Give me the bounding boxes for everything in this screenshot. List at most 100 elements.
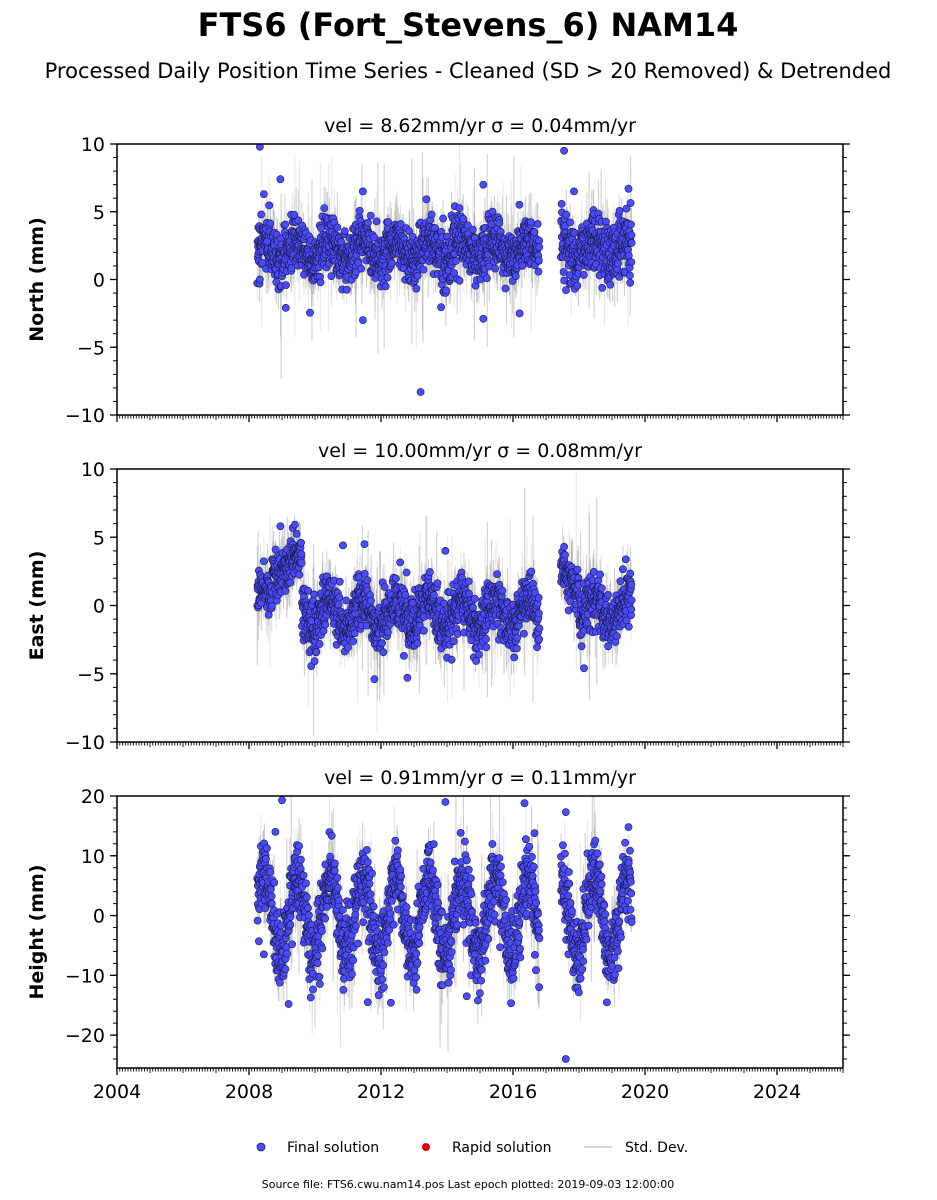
east-final-point [413,639,422,648]
north-final-point [383,273,392,282]
east-final-points [253,520,636,684]
east-final-point [295,570,304,579]
east-final-point [561,551,569,559]
east-final-point [380,583,389,591]
north-final-point [495,219,504,227]
north-final-point [534,256,543,265]
east-final-point [335,577,344,586]
north-final-point [366,211,375,220]
east-final-point [334,600,343,609]
north-final-point [518,261,527,270]
north-final-point [412,284,421,293]
north-final-point [452,257,460,265]
east-final-point [292,530,301,538]
north-final-point [266,219,275,228]
north-outlier-point [255,275,264,284]
east-final-point [304,586,312,595]
north-final-point [487,220,496,229]
north-final-point [381,282,390,291]
east-final-point [350,629,359,638]
east-final-point [281,587,290,595]
north-ytick-label: −5 [77,337,105,359]
north-outlier-point [479,314,488,323]
north-final-point [265,201,274,210]
east-final-point [449,637,458,646]
north-final-point [579,271,588,279]
east-final-point [482,643,491,652]
east-final-point [464,577,473,586]
north-final-point [413,271,422,280]
east-final-point [534,609,543,618]
north-final-point [408,232,417,241]
east-final-point [310,657,319,665]
north-outlier-point [560,146,568,155]
east-final-point [447,655,456,664]
north-final-point [573,281,582,290]
north-final-point [606,280,615,289]
east-final-point [533,643,541,652]
north-outlier-point [624,184,633,193]
north-final-point [626,271,634,280]
north-panel-title: vel = 8.62mm/yr σ = 0.04mm/yr [324,115,636,137]
east-final-point [379,648,388,657]
east-final-point [349,637,358,646]
north-final-point [626,199,635,207]
north-final-point [627,238,636,247]
east-final-point [402,568,411,577]
panels: vel = 8.62mm/yr σ = 0.04mm/yr North (mm) −… [26,115,850,1103]
north-outlier-point [479,180,488,189]
east-final-point [378,639,386,648]
east-final-point [472,657,481,665]
north-final-point [439,214,447,223]
east-final-point [512,644,521,653]
east-final-point [271,545,280,554]
north-final-point [559,268,568,276]
north-final-point [566,218,574,227]
north-final-point [627,231,636,240]
north-final-point [535,243,544,251]
north-outlier-point [263,237,271,246]
north-final-point [294,216,303,225]
north-final-point [562,286,570,294]
north-outlier-point [358,316,367,324]
east-final-point [267,602,276,610]
north-final-point [482,274,491,283]
north-final-point [450,269,458,277]
north-final-point [340,227,349,235]
north-final-point [342,285,351,294]
east-ylabel: East (mm) [26,551,48,661]
north-final-point [316,278,325,287]
north-outlier-point [259,190,268,198]
figure-title: FTS6 (Fort_Stevens_6) NAM14 [198,6,739,44]
north-final-points [253,144,636,396]
east-final-point [513,633,521,642]
north-outlier-point [515,309,524,318]
north-final-point [317,224,325,232]
north-final-point [455,276,464,285]
east-final-point [383,628,392,637]
north-final-point [622,204,631,213]
north-final-point [455,204,464,212]
east-final-point [342,596,350,605]
east-final-point [315,640,324,648]
east-final-point [363,576,372,585]
north-final-point [562,210,571,219]
east-final-point [343,643,352,652]
east-panel-title: vel = 10.00mm/yr σ = 0.08mm/yr [318,440,642,462]
east-final-point [312,648,321,656]
east-final-point [482,635,490,643]
east-final-point [367,596,375,605]
east-final-point [535,624,544,633]
north-outlier-point [570,187,578,196]
figure-subtitle: Processed Daily Position Time Series - C… [45,59,892,83]
north-final-point [387,259,396,268]
east-final-point [297,559,306,567]
north-final-point [627,220,635,229]
north-outlier-point [257,210,266,219]
east-final-point [310,590,318,599]
north-final-point [463,221,472,230]
east-final-point [392,574,400,583]
north-final-point [533,220,542,228]
north-final-point [357,264,366,273]
